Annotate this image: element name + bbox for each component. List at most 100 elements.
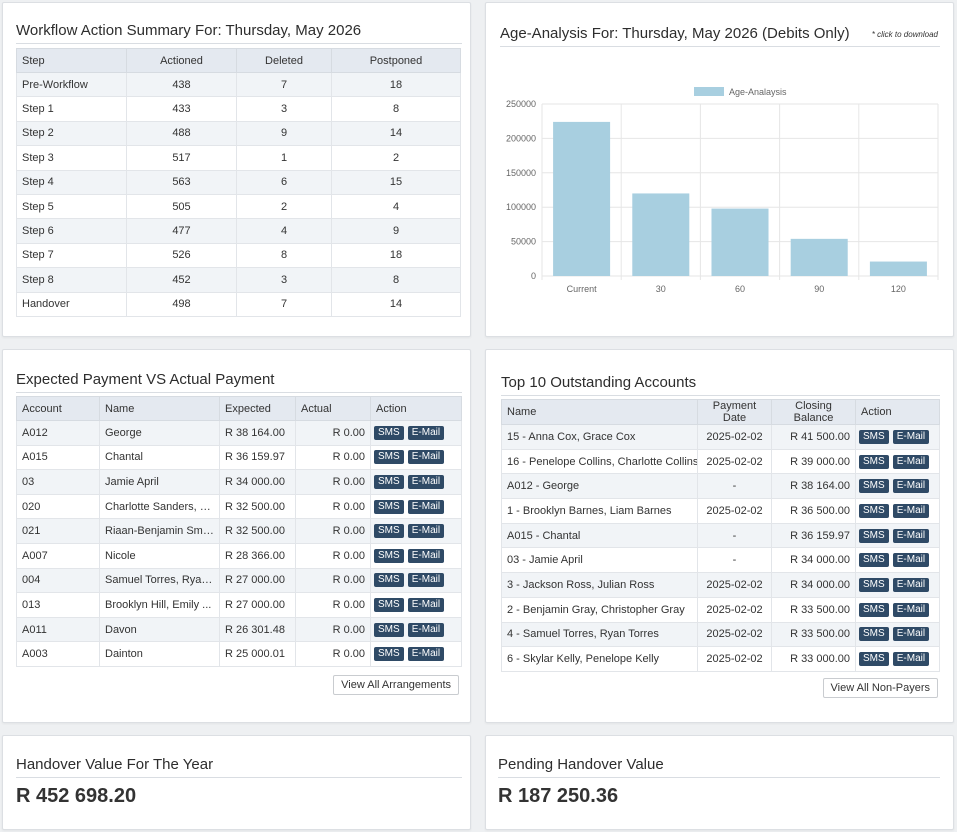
payment-date-cell: 2025-02-02 [697,424,772,450]
account-cell: 020 [16,493,100,520]
step-cell: Step 2 [16,120,127,147]
name-cell: 6 - Skylar Kelly, Penelope Kelly [501,646,698,672]
sms-button[interactable]: SMS [374,622,404,637]
deleted-cell: 7 [236,71,332,98]
view-all-arrangements-button[interactable]: View All Arrangements [333,675,459,695]
email-button[interactable]: E-Mail [407,524,445,539]
sms-button[interactable]: SMS [374,450,404,465]
sms-button[interactable]: SMS [374,524,404,539]
name-cell: 16 - Penelope Collins, Charlotte Collins [501,448,698,475]
col-step: Step [16,48,127,73]
sms-button[interactable]: SMS [859,602,889,617]
table-row: A012 - George - R 38 164.00 SMS E-Mail [501,473,940,500]
email-button[interactable]: E-Mail [407,622,445,637]
name-cell: A012 - George [501,473,698,500]
table-row: 03 Jamie April R 34 000.00 R 0.00 SMS E-Mail [16,469,462,495]
email-button[interactable]: E-Mail [407,450,445,465]
actioned-cell: 505 [126,193,237,220]
download-hint[interactable]: * click to download [871,30,938,39]
sms-button[interactable]: SMS [859,577,889,592]
closing-balance-cell: R 41 500.00 [771,424,856,450]
expected-title: Expected Payment VS Actual Payment [16,371,462,393]
sms-button[interactable]: SMS [859,553,889,568]
age-analysis-chart[interactable]: 0 50000 100000 150000 200000 250000 Current 30 6… [486,3,955,338]
y-tick-label: 50000 [511,237,536,247]
sms-button[interactable]: SMS [859,454,889,469]
sms-button[interactable]: SMS [374,474,404,489]
closing-balance-cell: R 33 500.00 [771,621,856,648]
email-button[interactable]: E-Mail [407,597,445,612]
handover-year-card: Handover Value For The Year R 452 698.20 [2,735,471,830]
sms-button[interactable]: SMS [374,425,404,440]
table-row: A007 Nicole R 28 366.00 R 0.00 SMS E-Mail [16,542,462,569]
table-row: Step 3 517 1 2 [16,145,461,171]
sms-button[interactable]: SMS [859,503,889,518]
email-button[interactable]: E-Mail [892,503,930,518]
workflow-table: Step Actioned Deleted Postponed Pre-Work… [16,48,461,317]
email-button[interactable]: E-Mail [407,425,445,440]
email-button[interactable]: E-Mail [892,553,930,568]
x-tick-label: 30 [656,284,666,294]
y-tick-label: 0 [531,271,536,281]
email-button[interactable]: E-Mail [892,528,930,543]
email-button[interactable]: E-Mail [892,479,930,494]
email-button[interactable]: E-Mail [892,627,930,642]
bar [711,208,769,276]
action-cell: SMS E-Mail [855,646,940,672]
email-button[interactable]: E-Mail [892,577,930,592]
bar [869,261,927,276]
table-row: A011 Davon R 26 301.48 R 0.00 SMS E-Mail [16,616,462,643]
deleted-cell: 9 [236,120,332,147]
email-button[interactable]: E-Mail [892,652,930,667]
sms-button[interactable]: SMS [374,548,404,563]
table-row: 3 - Jackson Ross, Julian Ross 2025-02-02 R… [501,572,940,598]
action-cell: SMS E-Mail [370,444,462,471]
sms-button[interactable]: SMS [374,597,404,612]
actioned-cell: 433 [126,96,237,122]
expected-cell: R 32 500.00 [219,493,296,520]
deleted-cell: 1 [236,145,332,171]
age-analysis-card[interactable]: Age-Analysis For: Thursday, May 2026 (De… [485,2,954,337]
sms-button[interactable]: SMS [859,429,889,444]
name-cell: Brooklyn Hill, Emily ... [99,592,220,618]
x-tick-label: 120 [891,284,906,294]
name-cell: Samuel Torres, Ryan... [99,567,220,594]
email-button[interactable]: E-Mail [407,573,445,588]
payment-date-cell: - [697,473,772,500]
sms-button[interactable]: SMS [859,652,889,667]
email-button[interactable]: E-Mail [892,602,930,617]
email-button[interactable]: E-Mail [892,454,930,469]
sms-button[interactable]: SMS [859,528,889,543]
table-row: A015 Chantal R 36 159.97 R 0.00 SMS E-Mail [16,444,462,471]
sms-button[interactable]: SMS [859,627,889,642]
payment-date-cell: 2025-02-02 [697,448,772,475]
deleted-cell: 3 [236,267,332,293]
sms-button[interactable]: SMS [374,647,404,662]
col-closing-balance: Closing Balance [771,399,856,425]
action-cell: SMS E-Mail [855,547,940,574]
email-button[interactable]: E-Mail [407,474,445,489]
table-row: 4 - Samuel Torres, Ryan Torres 2025-02-02… [501,621,940,648]
sms-button[interactable]: SMS [859,479,889,494]
name-cell: Chantal [99,444,220,471]
payment-date-cell: 2025-02-02 [697,572,772,598]
action-cell: SMS E-Mail [370,641,462,667]
sms-button[interactable]: SMS [374,499,404,514]
deleted-cell: 7 [236,291,332,317]
expected-cell: R 25 000.01 [219,641,296,667]
email-button[interactable]: E-Mail [407,499,445,514]
sms-button[interactable]: SMS [374,573,404,588]
actual-cell: R 0.00 [295,420,371,446]
account-cell: A012 [16,420,100,446]
y-tick-label: 200000 [506,133,536,143]
email-button[interactable]: E-Mail [407,647,445,662]
actual-cell: R 0.00 [295,592,371,618]
handover-year-value: R 452 698.20 [16,785,137,807]
action-cell: SMS E-Mail [855,473,940,500]
postponed-cell: 8 [331,267,461,293]
view-all-non-payers-button[interactable]: View All Non-Payers [822,678,938,698]
email-button[interactable]: E-Mail [892,429,930,444]
account-cell: A003 [16,641,100,667]
account-cell: 021 [16,518,100,544]
email-button[interactable]: E-Mail [407,548,445,563]
